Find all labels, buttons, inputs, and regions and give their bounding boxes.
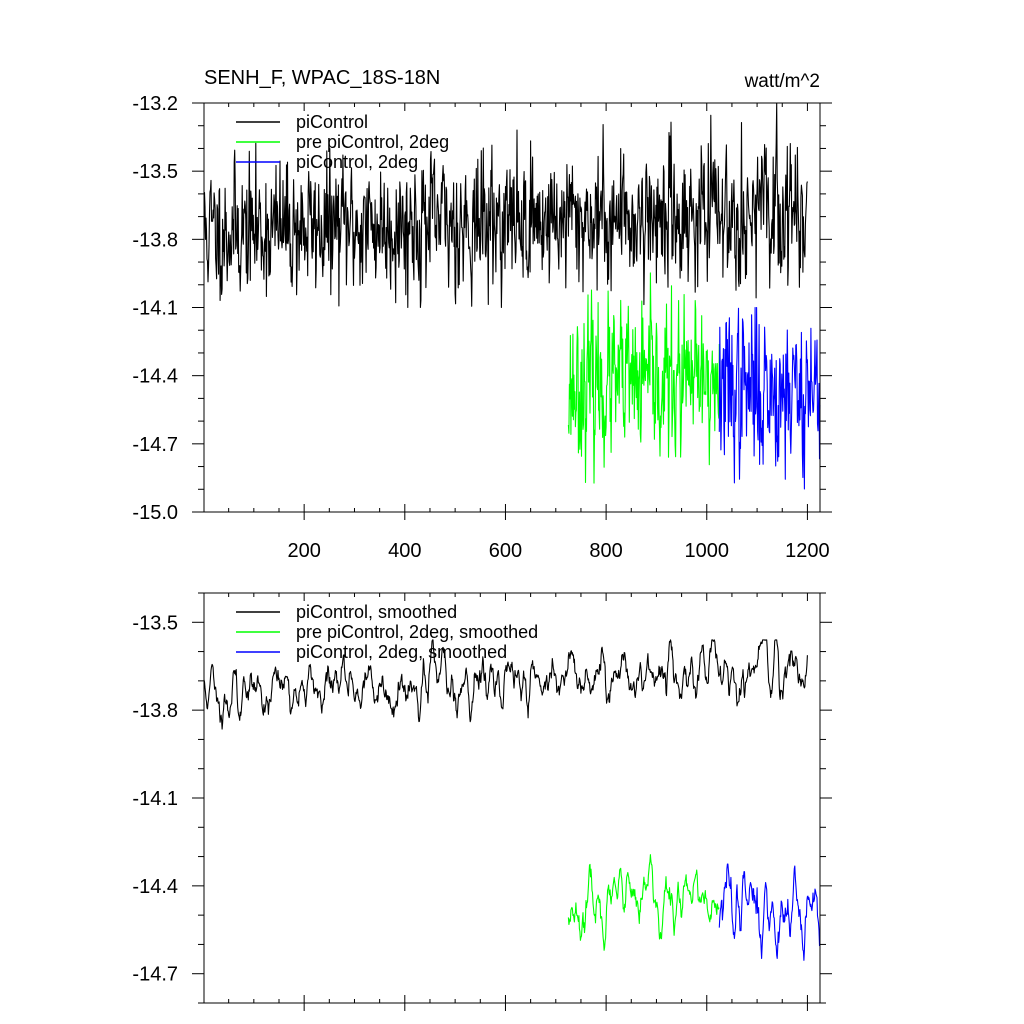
legend-label: piControl <box>296 112 368 132</box>
x-tick-label: 200 <box>287 540 320 562</box>
series-line-2 <box>567 854 720 951</box>
y-tick-label: -14.4 <box>132 366 178 388</box>
top-panel: 200 400 600 800 1000 1200 -13.2 -13.5 -13.8 -14.1… <box>132 93 832 562</box>
legend-label: piControl, 2deg, smoothed <box>296 642 507 662</box>
y-tick-label: -14.7 <box>132 964 178 986</box>
x-tick-label: 1000 <box>685 540 730 562</box>
bottom-panel: -13.5 -13.8 -14.1 -14.4 -14.7 piControl, smoo… <box>132 592 832 1011</box>
legend-label: pre piControl, 2deg <box>296 132 449 152</box>
chart-title: SENH_F, WPAC_18S-18N <box>204 67 440 89</box>
y-tick-label: -14.7 <box>132 434 178 456</box>
series-line-1 <box>203 639 808 730</box>
y-tick-label: -13.2 <box>132 93 178 115</box>
legend-label: piControl, smoothed <box>296 602 457 622</box>
y-tick-label: -13.5 <box>132 612 178 634</box>
y-tick-label: -14.1 <box>132 788 178 810</box>
legend-label: pre piControl, 2deg, smoothed <box>296 622 538 642</box>
y-tick-label: -13.8 <box>132 229 178 251</box>
y-tick-label: -14.1 <box>132 298 178 320</box>
series-line-2 <box>567 272 720 484</box>
series-line-1 <box>203 102 808 309</box>
x-tick-label: 800 <box>589 540 622 562</box>
x-tick-label: 600 <box>489 540 522 562</box>
legend-label: piControl, 2deg <box>296 152 418 172</box>
series-line-3 <box>718 306 821 490</box>
x-tick-label: 400 <box>388 540 421 562</box>
y-tick-label: -13.5 <box>132 161 178 183</box>
y-tick-label: -13.8 <box>132 700 178 722</box>
units-label: watt/m^2 <box>744 71 820 92</box>
series-line-3 <box>718 863 821 961</box>
x-tick-label: 1200 <box>785 540 830 562</box>
y-tick-label: -14.4 <box>132 876 178 898</box>
y-tick-label: -15.0 <box>132 502 178 524</box>
